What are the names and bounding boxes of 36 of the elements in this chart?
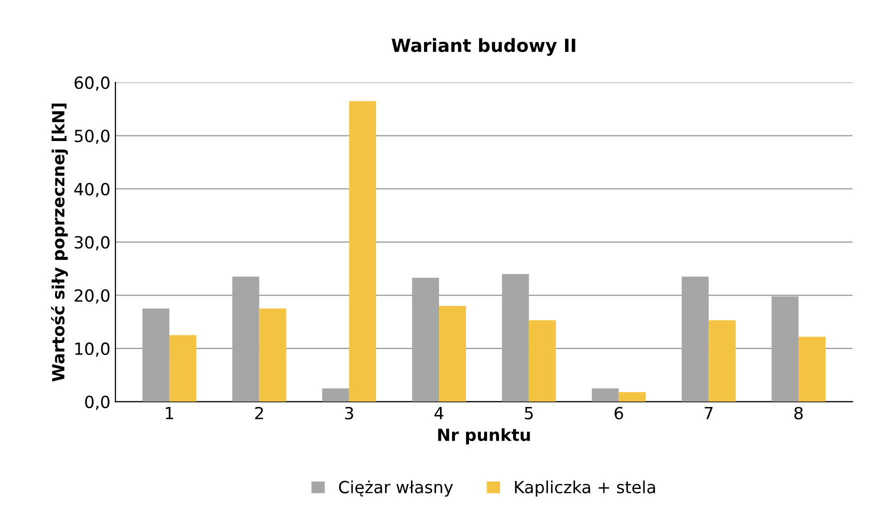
chart-title: Wariant budowy II (392, 38, 576, 56)
bar (592, 388, 619, 402)
bar (349, 101, 376, 402)
x-tick-label: 1 (166, 407, 174, 420)
y-axis-title: Wartość siły poprzecznej [kN] (50, 104, 68, 382)
x-axis-title: Nr punktu (438, 428, 530, 444)
legend-label: Ciężar własny (339, 480, 453, 497)
x-tick-label: 6 (614, 406, 624, 420)
x-tick-label: 7 (704, 407, 713, 420)
y-tick-label: 20,0 (74, 289, 110, 304)
bar (412, 278, 440, 402)
bar (528, 320, 556, 402)
bar (259, 308, 286, 402)
bar (708, 320, 736, 402)
bar (798, 336, 826, 402)
y-tick-label: 60,0 (74, 76, 110, 91)
bar (772, 296, 799, 402)
x-tick-label: 5 (524, 407, 533, 420)
bar (232, 276, 260, 402)
bar (439, 306, 466, 402)
y-tick-label: 30,0 (74, 236, 110, 250)
bar (142, 308, 170, 402)
bar (682, 276, 709, 402)
x-tick-label: 4 (434, 407, 444, 420)
y-tick-label: 0,0 (85, 396, 110, 410)
legend-label: Kapliczka + stela (515, 480, 655, 497)
bar (322, 388, 350, 402)
x-tick-label: 8 (794, 406, 803, 420)
y-tick-label: 50,0 (74, 130, 110, 144)
y-tick-label: 10,0 (75, 342, 110, 357)
bar (618, 392, 646, 402)
bar (169, 335, 196, 402)
bar (502, 274, 529, 402)
y-tick-label: 40,0 (74, 182, 110, 198)
x-tick-label: 2 (255, 406, 263, 420)
x-tick-label: 3 (345, 406, 354, 420)
